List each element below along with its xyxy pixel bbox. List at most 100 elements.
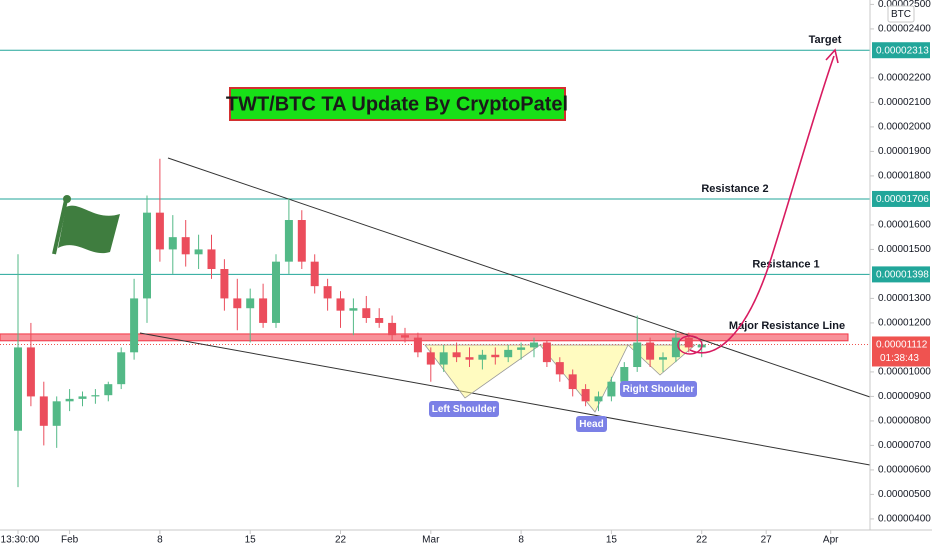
candle-body [349, 308, 358, 311]
y-tick-label: 0.00000400 [878, 514, 931, 525]
y-tick-label: 0.00000900 [878, 391, 931, 402]
level-price-box [872, 266, 930, 283]
candle-body [413, 337, 422, 353]
candle-body [542, 342, 551, 363]
lower-trend-line [139, 332, 871, 466]
y-tick-label: 0.00000800 [878, 416, 931, 427]
x-tick-label: 15 [245, 535, 257, 546]
candle-body [491, 354, 500, 358]
candle-body [297, 220, 306, 262]
candle-body [181, 237, 190, 255]
candle-body [104, 384, 113, 396]
level-price: 0.00001398 [876, 270, 929, 281]
candle-body [426, 352, 435, 365]
candle-body [336, 298, 345, 311]
candle-body [91, 395, 100, 397]
candle-body [375, 318, 384, 323]
x-tick-label: 27 [761, 535, 773, 546]
candle-body [220, 269, 229, 299]
candle-body [452, 352, 461, 358]
y-tick-label: 0.00002400 [878, 24, 931, 35]
x-tick-label: 8 [518, 535, 524, 546]
candles [14, 158, 706, 488]
countdown: 01:38:43 [880, 353, 919, 364]
candle-body [233, 298, 242, 309]
x-tick-label: Apr [823, 535, 839, 546]
candle-body [194, 249, 203, 255]
level-label: Resistance 2 [701, 183, 768, 195]
candle-body [362, 308, 371, 319]
candle-body [155, 212, 164, 250]
left-shoulder-area [424, 344, 542, 399]
candle-body [633, 342, 642, 368]
overlay: Major Resistance Line Target Resistance 2 R… [701, 34, 845, 332]
candle-body [401, 335, 409, 338]
candle-body [478, 354, 487, 360]
y-tick-label: 0.00002000 [878, 122, 931, 133]
x-tick-label: 13:30:00 [1, 535, 40, 546]
y-tick-label: 0.00000700 [878, 440, 931, 451]
y-tick-label: 0.00002200 [878, 73, 931, 84]
candle-body [439, 352, 448, 365]
x-tick-label: Mar [422, 535, 440, 546]
y-tick-label: 0.00001800 [878, 171, 931, 182]
y-tick-label: 0.00000500 [878, 489, 931, 500]
level-label: Target [809, 34, 842, 46]
last-price: 0.00001112 [876, 340, 928, 351]
pattern-label: Left Shoulder [432, 404, 497, 415]
x-tick-label: 8 [157, 535, 163, 546]
currency-badge [887, 5, 915, 23]
level-price: 0.00001706 [876, 194, 929, 205]
currency: BTC [891, 9, 911, 20]
candle-body [465, 357, 474, 360]
y-tick-label: 0.00001300 [878, 293, 931, 304]
chart-title: TWT/BTC TA Update By CryptoPatel [226, 93, 568, 115]
candle-body [246, 298, 255, 309]
upper-trend-line [167, 157, 871, 398]
candle-body [284, 220, 293, 262]
candle-body [581, 389, 590, 402]
candle-body [684, 337, 693, 348]
label-box [576, 416, 607, 432]
y-tick-label: 0.00002500 [878, 0, 931, 10]
candle-body [168, 237, 177, 250]
label-box [429, 401, 499, 417]
annotation-layer [0, 49, 870, 345]
title-box [229, 87, 566, 121]
projection-arrow [689, 55, 835, 354]
y-tick-label: 0.00001200 [878, 318, 931, 329]
candle-body [117, 352, 126, 385]
x-tick-label: Feb [61, 535, 79, 546]
label-box [620, 381, 697, 397]
y-tick-label: 0.00001900 [878, 146, 931, 157]
candle-body [52, 401, 61, 426]
candle-body [259, 298, 268, 323]
candle-body [555, 362, 564, 375]
candle-body [14, 347, 22, 431]
candle-body [143, 212, 151, 299]
candle-body [78, 396, 87, 399]
resistance-zone [0, 333, 849, 342]
candle-body [207, 249, 216, 270]
pattern-label: Right Shoulder [623, 384, 695, 395]
candle-body [607, 381, 616, 397]
candle-body [646, 342, 655, 360]
candle-body [272, 261, 280, 323]
x-tick-label: 15 [606, 535, 618, 546]
candle-body [594, 396, 603, 402]
candle-body [568, 374, 577, 390]
candle-body [130, 298, 139, 353]
arrow-head [825, 48, 839, 64]
x-tick-label: 22 [335, 535, 347, 546]
candle-body [530, 342, 538, 348]
candle-body [517, 347, 526, 350]
candle-body [504, 349, 513, 358]
candle-body [388, 322, 397, 336]
candle-body [323, 286, 332, 299]
y-tick-label: 0.00001600 [878, 220, 931, 231]
candle-body [26, 347, 35, 397]
y-tick-label: 0.00001500 [878, 244, 931, 255]
